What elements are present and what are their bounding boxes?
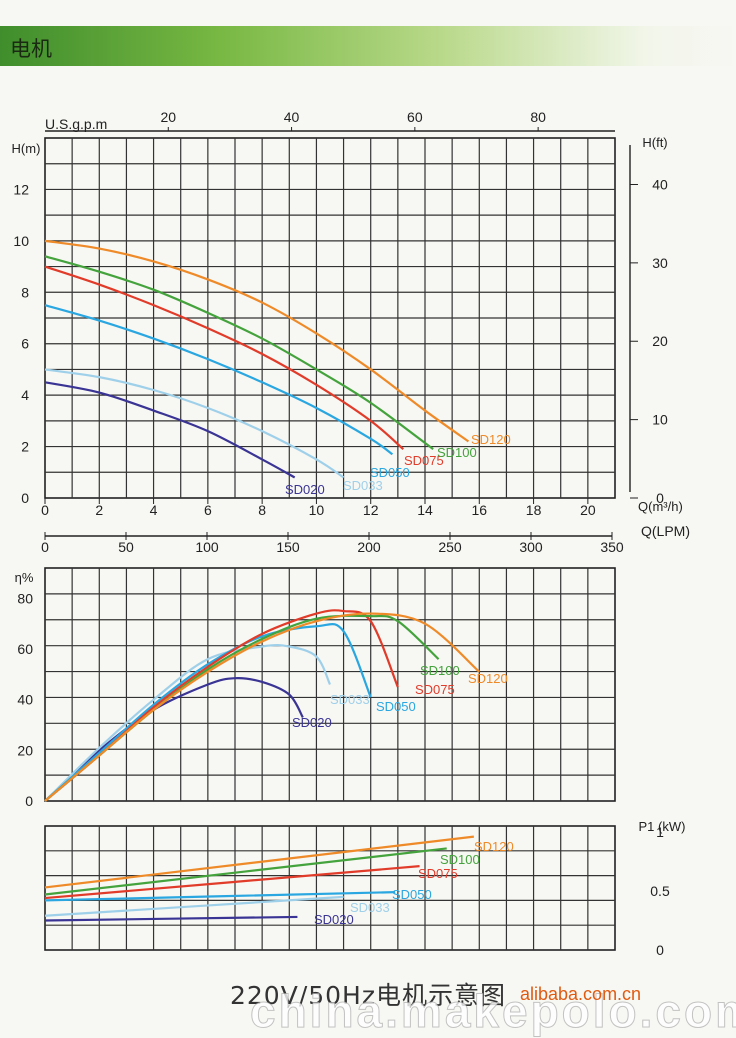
eta-tick-label: 0: [25, 793, 33, 809]
series-label-eta-sd050: SD050: [376, 699, 416, 714]
curve-h-sd100: [44, 255, 434, 451]
ft-tick-label: 30: [652, 255, 668, 271]
series-label-h-sd020: SD020: [285, 482, 325, 497]
curve-h-sd120: [44, 239, 470, 443]
lpm-tick-label: 50: [118, 539, 134, 555]
curve-p1-sd020: [44, 915, 298, 922]
x-tick-label: 12: [363, 502, 379, 518]
lpm-tick-label: 0: [41, 539, 49, 555]
gpm-tick-label: 40: [284, 109, 300, 125]
x-tick-label: 16: [471, 502, 487, 518]
series-label-p1-sd100: SD100: [440, 852, 480, 867]
chart-3-grid: [44, 825, 616, 951]
lpm-tick-label: 200: [357, 539, 381, 555]
y-axis-label-eta: η%: [15, 570, 34, 585]
series-label-h-sd120: SD120: [471, 432, 511, 447]
series-label-h-sd050: SD050: [370, 465, 410, 480]
gpm-tick-label: 60: [407, 109, 423, 125]
y-tick-label: 0: [21, 490, 29, 506]
x-tick-label: 10: [309, 502, 325, 518]
series-label-h-sd075: SD075: [404, 453, 444, 468]
y-tick-label: 10: [13, 233, 29, 249]
eta-tick-label: 80: [17, 590, 33, 606]
p1-tick-label: 0: [656, 942, 664, 958]
chart-caption: 220V/50Hz电机示意图: [230, 981, 506, 1010]
eta-tick-label: 60: [17, 641, 33, 657]
curve-p1-sd100: [44, 847, 447, 896]
gpm-tick-label: 20: [160, 109, 176, 125]
x-tick-label: 4: [150, 502, 158, 518]
series-label-p1-sd033: SD033: [350, 900, 390, 915]
x-tick-label: 8: [258, 502, 266, 518]
y-tick-label: 8: [21, 284, 29, 300]
x-tick-label: 0: [41, 502, 49, 518]
chart-2-grid: [44, 567, 616, 802]
lpm-tick-label: 250: [438, 539, 462, 555]
curve-p1-sd033: [44, 895, 344, 917]
gpm-tick-label: 80: [530, 109, 546, 125]
x-tick-label: 18: [526, 502, 542, 518]
series-label-h-sd100: SD100: [437, 445, 477, 460]
curve-p1-sd075: [44, 865, 420, 900]
series-label-eta-sd100: SD100: [420, 663, 460, 678]
x-tick-label: 20: [580, 502, 596, 518]
series-label-p1-sd120: SD120: [474, 839, 514, 854]
plot-frame: [44, 825, 616, 951]
series-label-p1-sd050: SD050: [392, 887, 432, 902]
y-tick-label: 4: [21, 387, 29, 403]
y-axis-label-left: H(m): [12, 141, 41, 156]
curve-eta-sd120: [44, 612, 481, 802]
eta-tick-label: 40: [17, 692, 33, 708]
series-label-eta-sd020: SD020: [292, 715, 332, 730]
curve-p1-sd120: [44, 835, 474, 889]
series-label-p1-sd020: SD020: [314, 912, 354, 927]
curve-h-sd033: [44, 368, 345, 479]
watermark-text: china.makepolo.com: [249, 985, 736, 1038]
x-tick-label: 14: [417, 502, 433, 518]
chart-1-grid: [44, 137, 616, 499]
lpm-tick-label: 150: [276, 539, 300, 555]
y-tick-label: 6: [21, 336, 29, 352]
x-axis-label-gpm: U.S.g.p.m: [45, 116, 107, 132]
series-label-eta-sd120: SD120: [468, 671, 508, 686]
ft-tick-label: 40: [652, 176, 668, 192]
x-tick-label: 2: [95, 502, 103, 518]
p1-tick-label: 0.5: [650, 883, 670, 899]
lpm-tick-label: 350: [600, 539, 624, 555]
x-axis-label-m3h: Q(m³/h): [638, 499, 683, 514]
series-label-eta-sd033: SD033: [330, 692, 370, 707]
curve-eta-sd020: [44, 676, 304, 802]
ft-tick-label: 20: [652, 333, 668, 349]
curve-eta-sd050: [44, 622, 372, 802]
plot-frame: [44, 567, 616, 802]
x-axis-label-lpm: Q(LPM): [641, 523, 690, 539]
p1-tick-label: 1: [656, 824, 664, 840]
curve-h-sd020: [44, 381, 296, 479]
y-axis-label-right: H(ft): [642, 135, 667, 150]
y-axis-label-p1: P1 (kW): [639, 819, 686, 834]
lpm-tick-label: 300: [519, 539, 543, 555]
series-label-eta-sd075: SD075: [415, 682, 455, 697]
lpm-tick-label: 100: [195, 539, 219, 555]
header-band: 电机: [0, 26, 736, 66]
y-tick-label: 2: [21, 439, 29, 455]
series-label-p1-sd075: SD075: [418, 866, 458, 881]
eta-tick-label: 20: [17, 742, 33, 758]
series-label-h-sd033: SD033: [343, 478, 383, 493]
watermark-site: alibaba.com.cn: [520, 984, 642, 1004]
header-title: 电机: [10, 37, 52, 61]
curve-h-sd050: [44, 304, 394, 456]
curve-h-sd075: [44, 265, 405, 450]
curve-p1-sd050: [44, 891, 396, 902]
x-tick-label: 6: [204, 502, 212, 518]
y-tick-label: 12: [13, 181, 29, 197]
ft-tick-label: 10: [652, 412, 668, 428]
ft-tick-label: 0: [656, 490, 664, 506]
